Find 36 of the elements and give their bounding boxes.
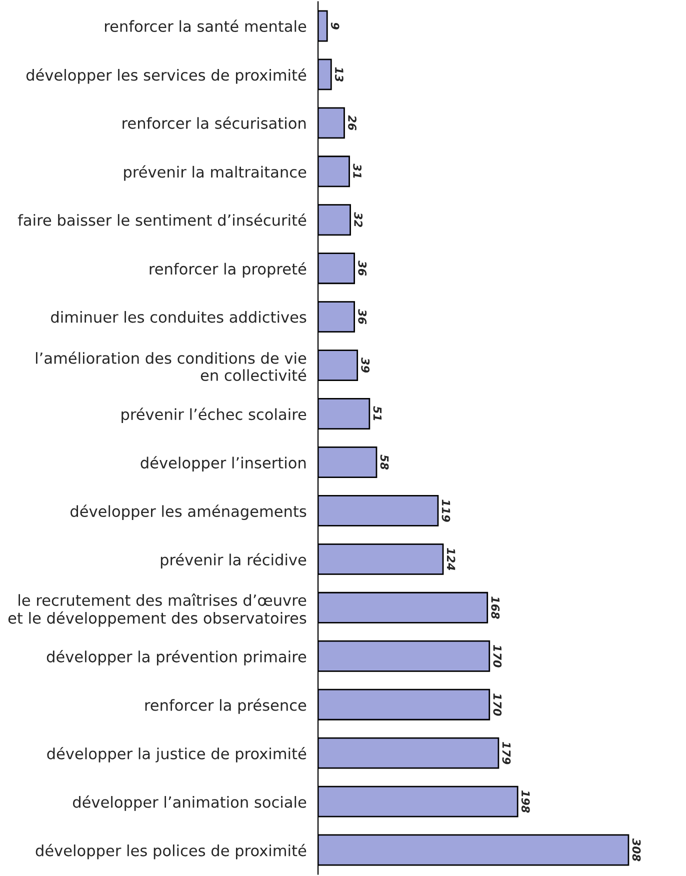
data-label: 26 bbox=[348, 115, 356, 130]
y-tick-label: développer les aménagements bbox=[70, 504, 306, 520]
y-tick-label: renforcer la propreté bbox=[150, 262, 306, 278]
data-label: 31 bbox=[353, 164, 362, 178]
data-label: 9 bbox=[330, 22, 340, 30]
data-label: 58 bbox=[380, 454, 389, 470]
y-tick-label: le recrutement des maîtrises d’œuvre et le développement des observatoires bbox=[8, 594, 306, 627]
data-label: 198 bbox=[521, 790, 530, 813]
y-tick-label: faire baisser le sentiment d’insécurité bbox=[18, 213, 306, 226]
y-tick-label: développer la prévention primaire bbox=[46, 650, 306, 666]
data-label: 170 bbox=[493, 645, 502, 668]
y-tick-label: diminuer les conduites addictives bbox=[51, 311, 306, 323]
data-label: 168 bbox=[491, 596, 500, 619]
data-label: 13 bbox=[334, 67, 344, 82]
y-tick-label: développer l’animation sociale bbox=[72, 795, 306, 811]
y-tick-label: prévenir la récidive bbox=[160, 553, 306, 568]
data-label: 170 bbox=[493, 693, 502, 716]
data-label: 51 bbox=[373, 406, 382, 420]
y-tick-label: renforcer la présence bbox=[145, 698, 306, 714]
data-label: 32 bbox=[354, 212, 363, 227]
data-label: 179 bbox=[502, 742, 511, 764]
y-tick-label: prévenir l’échec scolaire bbox=[122, 408, 306, 424]
y-tick-label: renforcer la sécurisation bbox=[122, 116, 306, 129]
data-label: 308 bbox=[632, 838, 641, 862]
data-label: 119 bbox=[442, 500, 450, 522]
y-tick-label: développer l’insertion bbox=[140, 456, 306, 472]
y-tick-label: développer les services de proximité bbox=[26, 68, 306, 84]
data-label: 36 bbox=[358, 309, 367, 324]
y-tick-label: développer la justice de proximité bbox=[47, 746, 306, 762]
data-label: 36 bbox=[358, 260, 367, 276]
y-tick-label: prévenir la maltraitance bbox=[124, 165, 306, 181]
data-label: 124 bbox=[447, 548, 456, 570]
y-tick-label: renforcer la santé mentale bbox=[105, 20, 306, 32]
y-tick-label: l’amélioration des conditions de vie en collectivité bbox=[36, 351, 306, 382]
y-tick-label: développer les polices de proximité bbox=[36, 844, 306, 860]
data-label: 39 bbox=[361, 358, 370, 373]
